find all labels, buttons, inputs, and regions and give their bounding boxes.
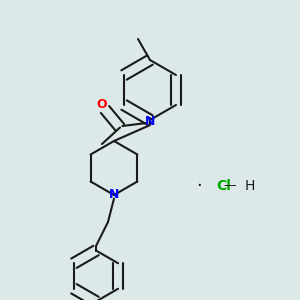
Text: N: N <box>145 115 155 128</box>
Text: —: — <box>223 179 236 193</box>
Text: Cl: Cl <box>216 179 231 193</box>
Text: ·: · <box>196 177 202 195</box>
Text: H: H <box>244 179 255 193</box>
Text: O: O <box>97 98 107 112</box>
Text: N: N <box>109 188 119 202</box>
